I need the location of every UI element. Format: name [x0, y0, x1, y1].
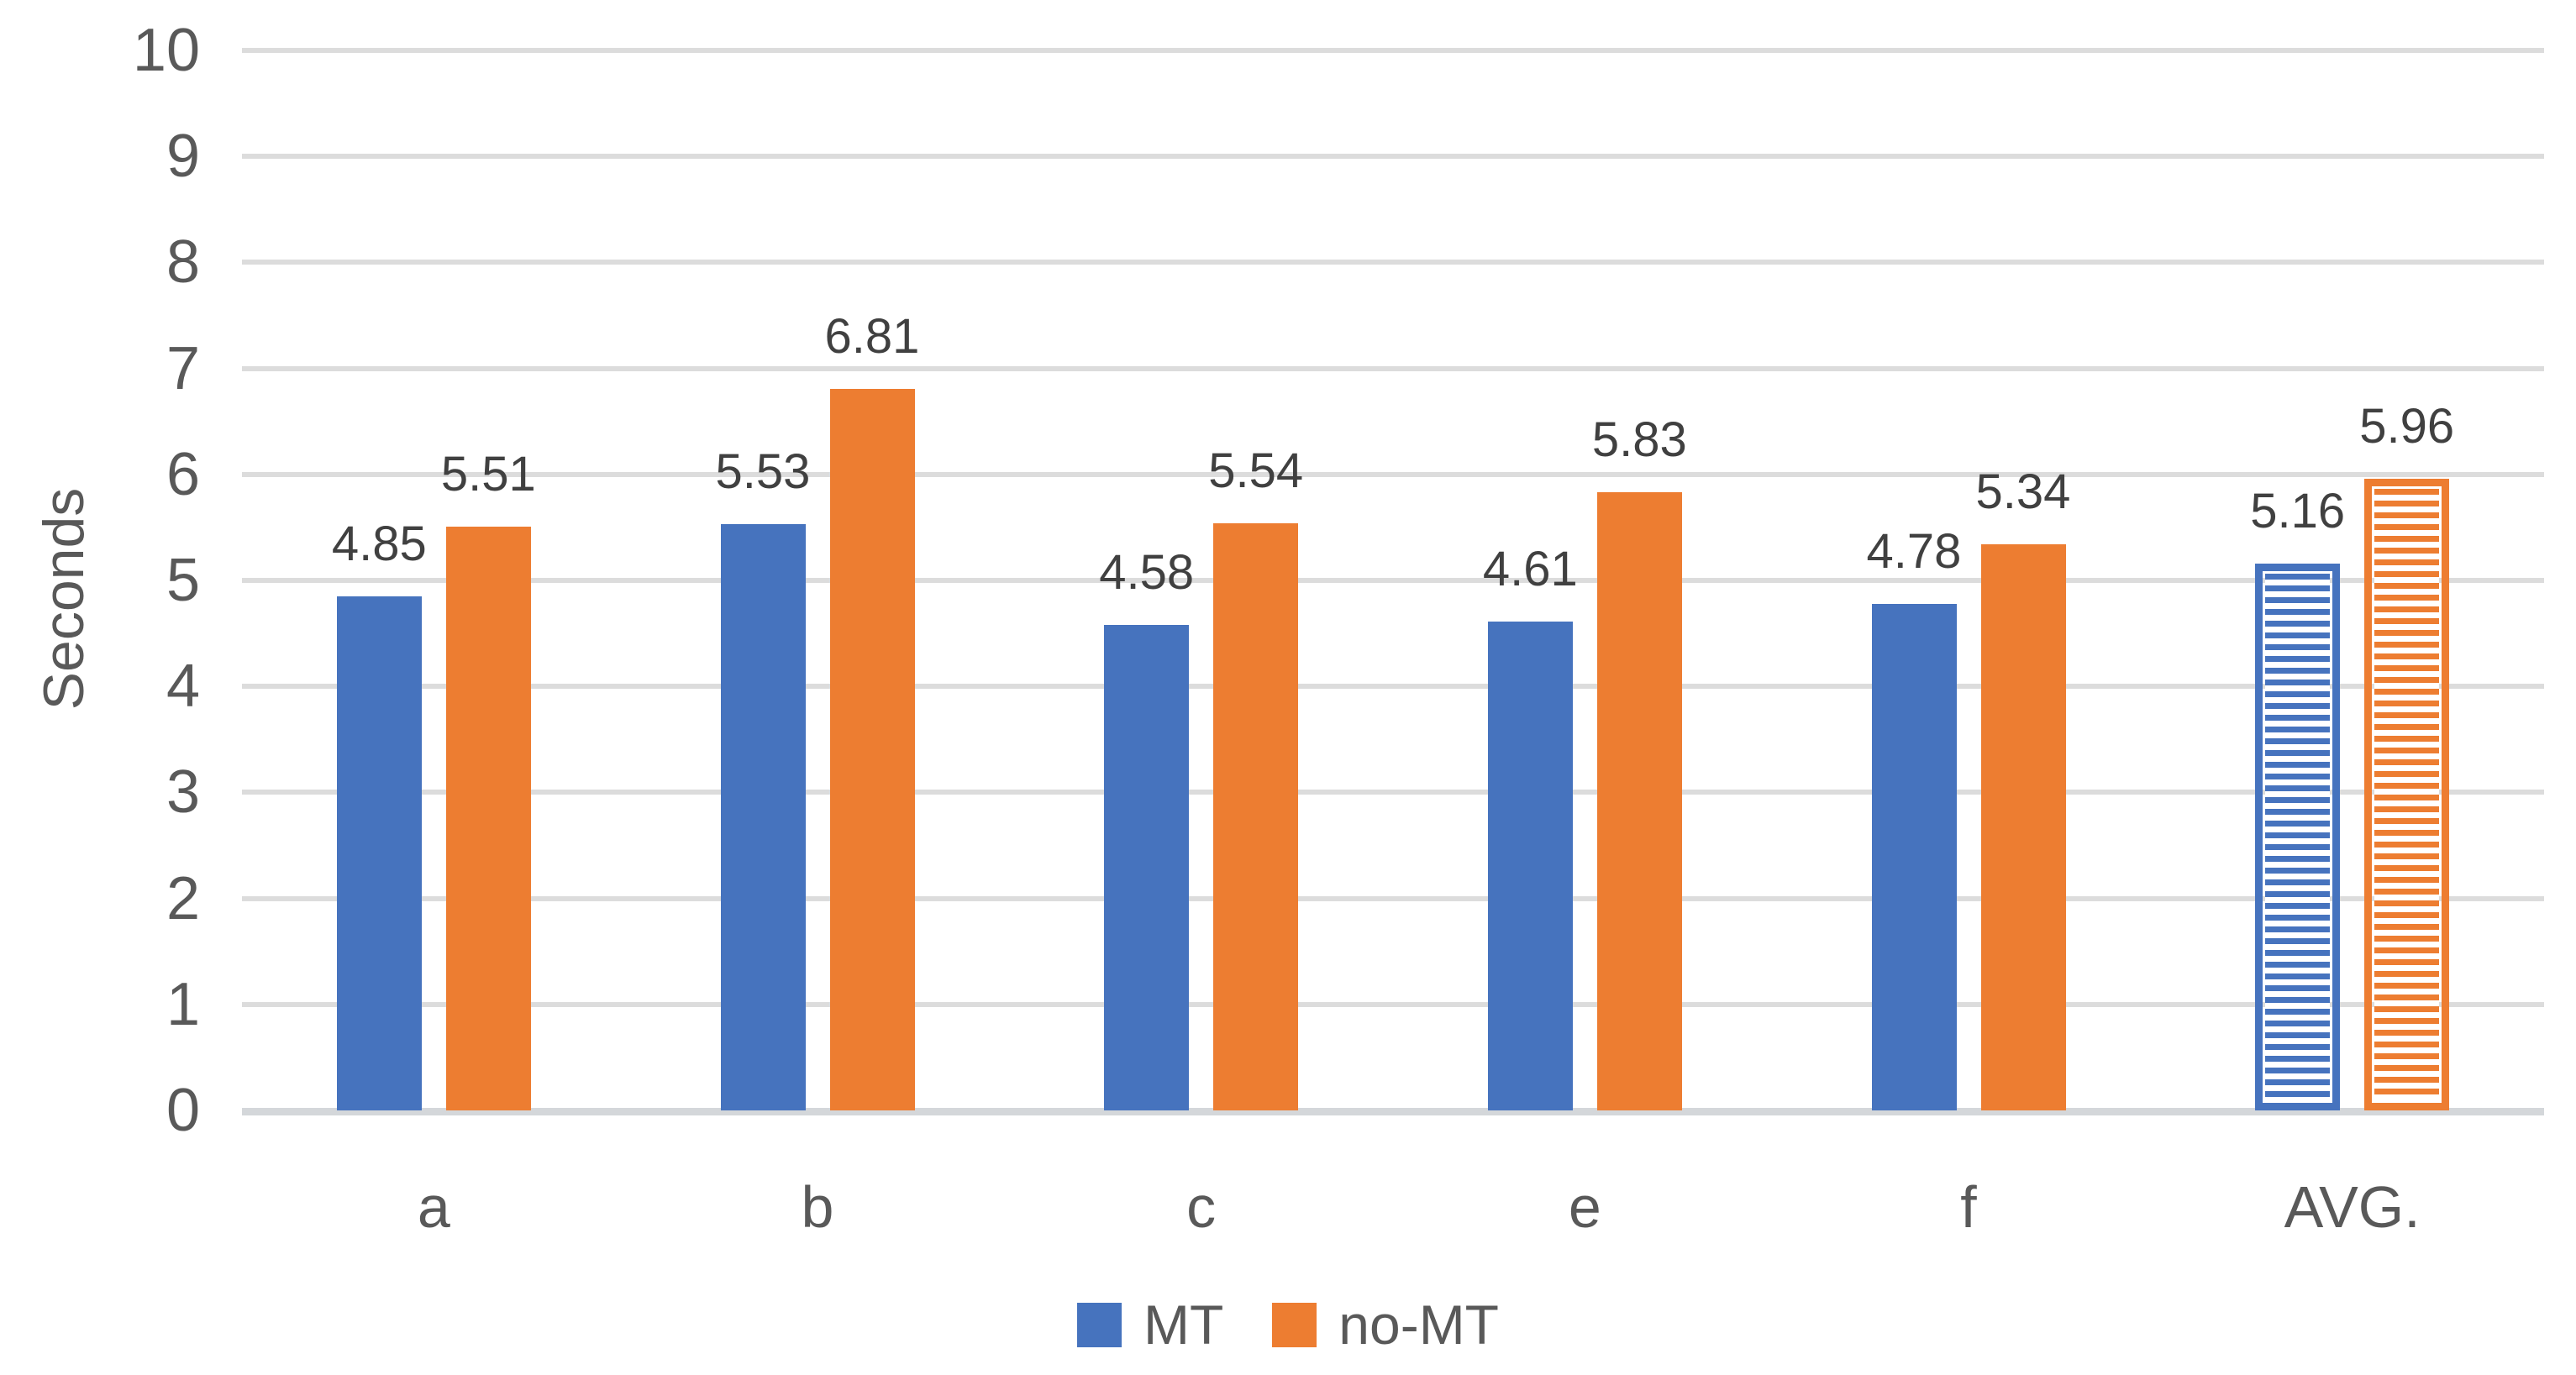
x-axis-line — [242, 1108, 2544, 1115]
bar-nomt-e — [1596, 492, 1682, 1110]
bar-nomt-avg — [2364, 478, 2450, 1110]
x-axis-tick-label-f: f — [1960, 1174, 1977, 1240]
gridline-7 — [242, 365, 2544, 371]
legend-swatch-no-mt-icon — [1272, 1302, 1317, 1347]
value-label-mt-avg: 5.16 — [2250, 483, 2346, 538]
y-axis-tick-label-3: 3 — [166, 758, 200, 827]
gridline-10 — [242, 48, 2544, 53]
y-axis-tick-label-5: 5 — [166, 547, 200, 614]
gridline-3 — [242, 790, 2544, 795]
value-label-nomt-e: 5.83 — [1591, 412, 1687, 468]
value-label-nomt-a: 5.51 — [440, 446, 536, 501]
legend-label-no-mt: no-MT — [1338, 1294, 1499, 1356]
gridline-4 — [242, 684, 2544, 690]
gridline-9 — [242, 154, 2544, 160]
value-label-mt-c: 4.58 — [1099, 545, 1195, 600]
bar-mt-c — [1104, 625, 1190, 1110]
x-axis-tick-label-b: b — [801, 1174, 834, 1240]
gridline-5 — [242, 578, 2544, 583]
y-axis-tick-label-7: 7 — [166, 334, 200, 402]
x-axis-tick-label-c: c — [1186, 1174, 1217, 1240]
value-label-nomt-b: 6.81 — [824, 308, 920, 364]
value-label-nomt-f: 5.34 — [1975, 464, 2071, 520]
bar-nomt-c — [1213, 522, 1299, 1110]
bar-nomt-b — [829, 388, 915, 1110]
bar-mt-a — [336, 596, 422, 1110]
bar-mt-b — [720, 524, 806, 1110]
legend-item-no-mt: no-MT — [1272, 1287, 1499, 1362]
y-axis-tick-label-10: 10 — [132, 17, 200, 84]
legend-swatch-mt-icon — [1077, 1302, 1122, 1347]
bar-mt-e — [1487, 622, 1573, 1110]
gridline-2 — [242, 895, 2544, 901]
x-axis-tick-label-a: a — [417, 1174, 450, 1240]
y-axis-tick-label-8: 8 — [166, 228, 200, 297]
legend-label-mt: MT — [1143, 1294, 1224, 1356]
bar-nomt-a — [445, 526, 531, 1110]
y-axis-tick-label-4: 4 — [166, 653, 200, 721]
y-axis-tick-label-9: 9 — [166, 123, 200, 191]
y-axis-tick-label-6: 6 — [166, 440, 200, 508]
x-axis-tick-label-avg: AVG. — [2284, 1174, 2421, 1240]
bar-mt-f — [1871, 603, 1957, 1110]
value-label-mt-f: 4.78 — [1866, 523, 1962, 579]
bar-nomt-f — [1980, 544, 2066, 1110]
y-axis-tick-label-2: 2 — [166, 864, 200, 932]
bar-mt-avg — [2255, 563, 2341, 1110]
legend: MT no-MT — [0, 1287, 2576, 1362]
value-label-nomt-avg: 5.96 — [2359, 398, 2455, 454]
y-axis-tick-label-0: 0 — [166, 1077, 200, 1144]
gridline-8 — [242, 260, 2544, 265]
legend-item-mt: MT — [1077, 1287, 1223, 1362]
value-label-mt-e: 4.61 — [1482, 542, 1578, 597]
y-axis-tick-label-1: 1 — [166, 970, 200, 1038]
value-label-mt-a: 4.85 — [331, 516, 427, 571]
value-label-mt-b: 5.53 — [715, 444, 811, 500]
x-axis-tick-label-e: e — [1568, 1174, 1601, 1240]
value-label-nomt-c: 5.54 — [1208, 443, 1304, 498]
gridline-6 — [242, 471, 2544, 477]
gridline-1 — [242, 1001, 2544, 1007]
